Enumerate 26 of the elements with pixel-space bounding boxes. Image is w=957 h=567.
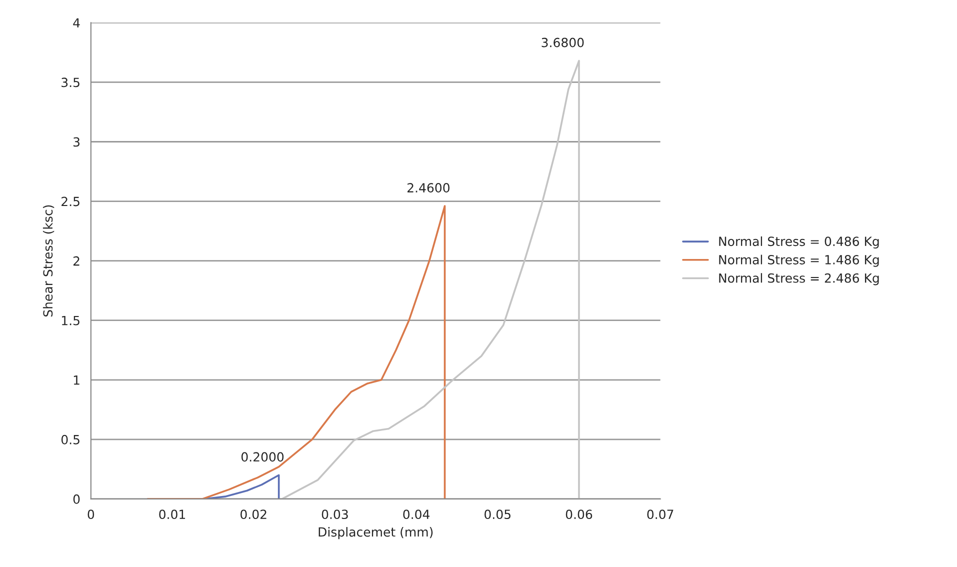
legend-label: Normal Stress = 1.486 Kg [719,254,879,267]
line-series [146,205,446,499]
y-tick-label: 3 [74,137,80,147]
x-tick-label: 0.07 [647,510,674,520]
x-tick-label: 0 [88,510,94,520]
y-tick-label: 3.5 [62,78,80,88]
x-tick-label: 0.03 [322,510,348,520]
x-tick-label: 0.06 [566,510,592,520]
annotation: 2.4600 [408,183,450,193]
y-tick-label: 0 [73,494,80,504]
x-tick-label: 0.02 [240,510,266,520]
y-tick-label: 2.5 [62,196,80,206]
y-tick-label: 1.5 [62,316,80,326]
y-tick-label: 0.5 [61,434,80,444]
x-tick-label: 0.04 [403,510,430,520]
y-tick-label: 2 [73,256,80,266]
annotation: 3.6800 [542,38,584,48]
legend-label: Normal Stress = 0.486 Kg [719,236,879,249]
x-tick-label: 0.01 [159,510,186,520]
y-tick-label: 1 [74,376,80,385]
x-tick-label: 0.05 [484,510,510,520]
legend-label: Normal Stress = 2.486 Kg [719,273,879,286]
y-axis-title: Shear Stress (ksc) [42,205,54,317]
x-axis-title: Displacemet (mm) [318,527,433,540]
annotation: 0.2000 [241,452,284,462]
y-tick-label: 4 [73,18,80,28]
